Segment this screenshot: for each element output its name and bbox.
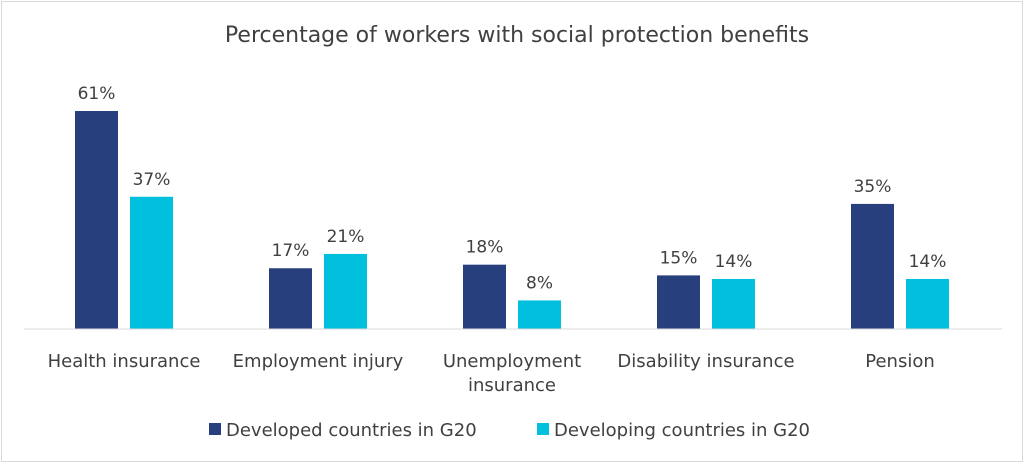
legend: Developed countries in G20 Developing cou… bbox=[209, 420, 810, 441]
data-label-s1-c5: 35% bbox=[854, 177, 892, 197]
category-label-2: Employment injury bbox=[233, 351, 404, 372]
bar-s1-c2 bbox=[269, 268, 312, 329]
category-labels-group: Health insurance Employment injury Unemplo… bbox=[48, 351, 935, 396]
category-label-3-line-2: insurance bbox=[468, 375, 556, 396]
legend-swatch-1 bbox=[209, 423, 221, 435]
data-label-s1-c1: 61% bbox=[78, 84, 116, 104]
bar-s1-c5 bbox=[851, 203, 894, 329]
bar-s2-c4 bbox=[712, 278, 755, 329]
bar-s2-c2 bbox=[324, 253, 367, 329]
data-label-s2-c4: 14% bbox=[715, 252, 753, 272]
data-label-s1-c2: 17% bbox=[272, 241, 310, 261]
legend-label-2: Developing countries in G20 bbox=[554, 420, 810, 441]
data-labels-group: 61% 37% 17% 21% 18% 8% 15% 14% 35% 14% bbox=[78, 84, 947, 293]
bar-s1-c3 bbox=[463, 264, 506, 329]
data-label-s1-c3: 18% bbox=[466, 238, 504, 258]
legend-label-1: Developed countries in G20 bbox=[226, 420, 477, 441]
category-label-1: Health insurance bbox=[48, 351, 201, 372]
data-label-s2-c3: 8% bbox=[526, 273, 553, 293]
category-label-5: Pension bbox=[865, 351, 935, 372]
category-label-3-line-1: Unemployment bbox=[443, 351, 581, 372]
data-label-s1-c4: 15% bbox=[660, 248, 698, 268]
bar-s1-c1 bbox=[75, 111, 118, 329]
chart-title: Percentage of workers with social protec… bbox=[225, 23, 809, 48]
bars-group bbox=[75, 111, 949, 329]
data-label-s2-c1: 37% bbox=[133, 170, 171, 190]
bar-s2-c1 bbox=[130, 196, 173, 329]
legend-swatch-2 bbox=[537, 423, 549, 435]
bar-s2-c5 bbox=[906, 278, 949, 329]
bar-s2-c3 bbox=[518, 300, 561, 329]
data-label-s2-c2: 21% bbox=[327, 227, 365, 247]
category-label-4: Disability insurance bbox=[617, 351, 794, 372]
data-label-s2-c5: 14% bbox=[909, 252, 947, 272]
bar-s1-c4 bbox=[657, 275, 700, 329]
